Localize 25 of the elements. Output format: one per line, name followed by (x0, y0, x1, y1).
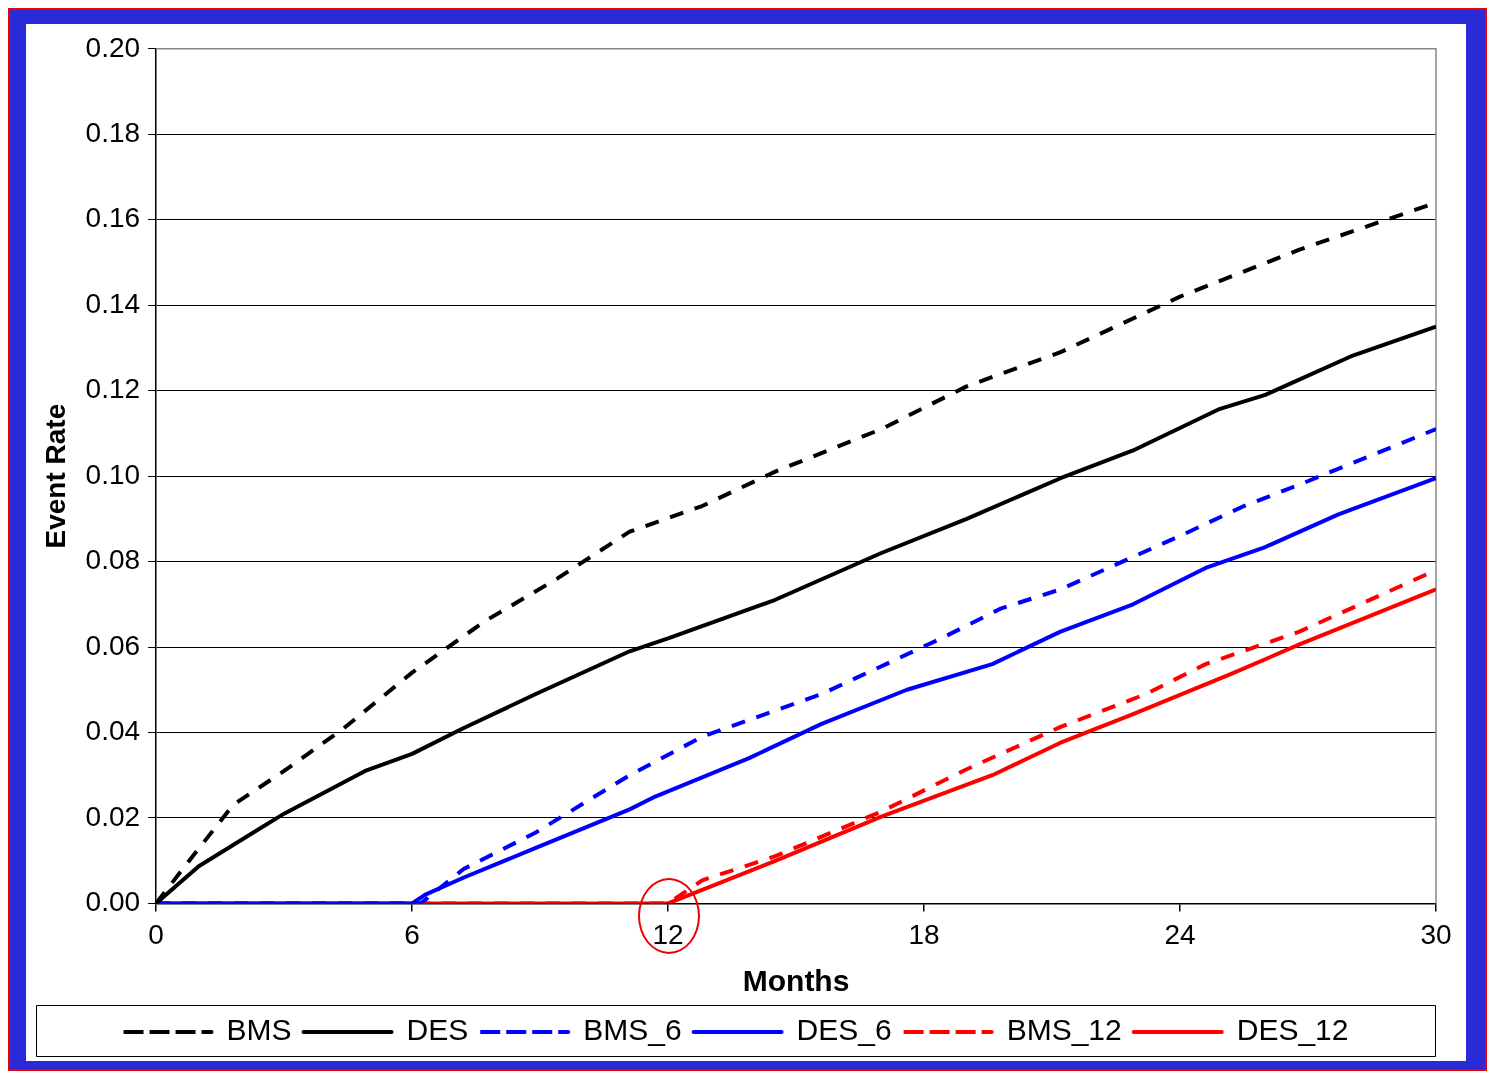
y-tick-label: 0.14 (85, 287, 141, 319)
y-tick-label: 0.06 (85, 629, 141, 661)
legend-label: BMS_12 (1006, 1013, 1122, 1047)
y-tick-label: 0.12 (85, 373, 141, 405)
legend-label: BMS_6 (583, 1013, 682, 1047)
y-tick-label: 0.00 (85, 886, 141, 918)
x-tick-label: 30 (1420, 918, 1452, 950)
x-tick-label: 6 (404, 918, 420, 950)
legend-label: DES_12 (1236, 1013, 1349, 1047)
y-tick-label: 0.20 (85, 31, 141, 63)
x-tick-label: 24 (1164, 918, 1196, 950)
x-axis-title: Months (742, 964, 850, 998)
x-tick-label: 18 (908, 918, 940, 950)
y-tick-label: 0.08 (85, 544, 141, 576)
y-tick-label: 0.10 (85, 458, 141, 490)
y-axis-title: Event Rate (39, 403, 71, 549)
x-tick-label: 0 (148, 918, 164, 950)
legend-label: DES (406, 1013, 469, 1047)
x-tick-label: 12 (652, 918, 684, 950)
y-tick-label: 0.02 (85, 800, 141, 832)
y-tick-label: 0.16 (85, 202, 141, 234)
y-tick-label: 0.18 (85, 116, 141, 148)
y-tick-label: 0.04 (85, 715, 141, 747)
legend-label: BMS (226, 1013, 292, 1047)
legend-label: DES_6 (796, 1013, 892, 1047)
